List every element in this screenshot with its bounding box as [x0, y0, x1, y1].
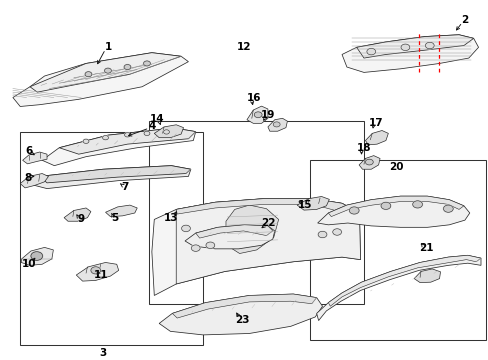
- Polygon shape: [159, 294, 322, 335]
- Polygon shape: [356, 35, 473, 58]
- Polygon shape: [30, 53, 181, 92]
- Polygon shape: [21, 247, 53, 265]
- Polygon shape: [40, 166, 190, 183]
- Circle shape: [425, 42, 433, 49]
- Text: 20: 20: [388, 162, 403, 172]
- Circle shape: [366, 48, 375, 55]
- Polygon shape: [154, 125, 183, 138]
- Circle shape: [443, 205, 452, 212]
- Circle shape: [273, 122, 280, 127]
- Polygon shape: [172, 294, 316, 318]
- Bar: [149, 121, 363, 304]
- Polygon shape: [328, 255, 480, 306]
- Text: 4: 4: [148, 121, 155, 131]
- Polygon shape: [316, 255, 480, 320]
- Polygon shape: [341, 35, 478, 72]
- Text: 6: 6: [25, 146, 33, 156]
- Circle shape: [348, 207, 358, 214]
- Polygon shape: [27, 166, 190, 189]
- Polygon shape: [20, 174, 48, 188]
- Text: 16: 16: [246, 93, 261, 103]
- Text: 11: 11: [93, 270, 108, 280]
- Polygon shape: [184, 225, 274, 249]
- Text: 5: 5: [111, 213, 119, 222]
- Text: 18: 18: [356, 143, 370, 153]
- Polygon shape: [22, 152, 47, 164]
- Circle shape: [191, 245, 200, 251]
- Text: 2: 2: [460, 15, 468, 26]
- Text: 9: 9: [78, 215, 84, 224]
- Polygon shape: [105, 205, 137, 217]
- Text: 17: 17: [368, 118, 383, 127]
- Polygon shape: [297, 197, 329, 210]
- Circle shape: [400, 44, 409, 50]
- Text: 19: 19: [260, 111, 275, 121]
- Polygon shape: [246, 106, 267, 123]
- Polygon shape: [195, 225, 272, 238]
- Text: 22: 22: [260, 218, 275, 228]
- Bar: [310, 160, 485, 339]
- Circle shape: [254, 112, 262, 118]
- Circle shape: [365, 159, 372, 165]
- Polygon shape: [358, 156, 379, 169]
- Circle shape: [181, 225, 190, 231]
- Circle shape: [102, 135, 108, 140]
- Polygon shape: [225, 205, 278, 253]
- Circle shape: [143, 61, 150, 66]
- Polygon shape: [64, 208, 91, 221]
- Text: 1: 1: [104, 42, 111, 52]
- Text: 3: 3: [99, 348, 106, 358]
- Text: 14: 14: [149, 114, 163, 124]
- Polygon shape: [13, 53, 188, 107]
- Polygon shape: [176, 199, 360, 284]
- Bar: [20, 132, 203, 345]
- Text: 12: 12: [237, 42, 251, 52]
- Text: 13: 13: [164, 213, 178, 222]
- Text: 21: 21: [418, 243, 432, 253]
- Circle shape: [380, 202, 390, 210]
- Circle shape: [332, 229, 341, 235]
- Polygon shape: [42, 128, 195, 166]
- Polygon shape: [328, 196, 463, 217]
- Circle shape: [163, 130, 169, 134]
- Polygon shape: [413, 269, 440, 283]
- Circle shape: [104, 68, 111, 73]
- Circle shape: [124, 64, 131, 69]
- Polygon shape: [76, 262, 119, 281]
- Polygon shape: [317, 196, 469, 227]
- Polygon shape: [267, 118, 287, 131]
- Polygon shape: [152, 199, 360, 296]
- Polygon shape: [176, 199, 351, 214]
- Text: 8: 8: [24, 173, 31, 183]
- Text: 10: 10: [21, 259, 36, 269]
- Circle shape: [144, 131, 150, 135]
- Text: 7: 7: [121, 182, 128, 192]
- Circle shape: [124, 132, 130, 137]
- Circle shape: [83, 139, 89, 143]
- Circle shape: [91, 267, 101, 274]
- Text: 23: 23: [234, 315, 249, 325]
- Circle shape: [318, 231, 326, 238]
- Polygon shape: [365, 131, 387, 145]
- Circle shape: [85, 72, 92, 77]
- Circle shape: [412, 201, 422, 208]
- Circle shape: [31, 252, 42, 260]
- Polygon shape: [59, 128, 195, 154]
- Text: 15: 15: [298, 200, 312, 210]
- Circle shape: [205, 242, 214, 248]
